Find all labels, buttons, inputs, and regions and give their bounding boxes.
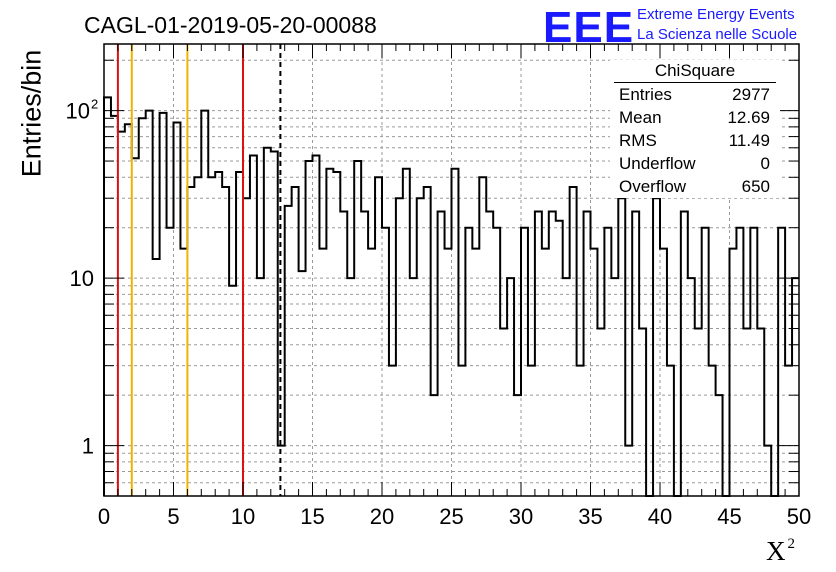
x-tick-label: 20 xyxy=(370,504,394,529)
stats-value: 11.49 xyxy=(728,131,770,150)
x-tick-label: 15 xyxy=(300,504,324,529)
y-tick-label: 10 xyxy=(70,266,94,291)
x-tick-label: 30 xyxy=(509,504,533,529)
stats-row-underflow: Underflow 0 xyxy=(610,152,780,175)
x-tick-label: 35 xyxy=(578,504,602,529)
stats-row-entries: Entries 2977 xyxy=(610,83,780,106)
x-axis-label-base: X xyxy=(766,536,786,566)
x-tick-label: 5 xyxy=(167,504,179,529)
stats-box: ChiSquare Entries 2977 Mean 12.69 RMS 11.49… xyxy=(610,60,780,198)
stats-value: 650 xyxy=(741,177,770,196)
chart-title: CAGL-01-2019-05-20-00088 xyxy=(84,12,377,38)
x-tick-label: 40 xyxy=(648,504,672,529)
stats-title: ChiSquare xyxy=(614,60,776,83)
x-tick-label: 45 xyxy=(717,504,741,529)
stats-label: Underflow xyxy=(619,154,696,173)
x-tick-label: 25 xyxy=(439,504,463,529)
stats-label: Mean xyxy=(619,108,662,127)
stats-value: 12.69 xyxy=(727,108,770,127)
y-tick-label: 10 xyxy=(66,99,90,124)
x-axis-label-superscript: 2 xyxy=(787,536,796,552)
x-tick-label: 50 xyxy=(787,504,811,529)
stats-row-rms: RMS 11.49 xyxy=(610,129,780,152)
y-tick-label: 1 xyxy=(82,434,94,459)
stats-value: 0 xyxy=(760,154,770,173)
logo-subtitle-line2: La Scienza nelle Scuole xyxy=(637,26,798,43)
stats-row-mean: Mean 12.69 xyxy=(610,106,780,129)
x-tick-label: 10 xyxy=(231,504,255,529)
histogram-series xyxy=(103,96,799,497)
stats-label: RMS xyxy=(619,131,657,150)
y-tick-label-exponent: 2 xyxy=(91,97,98,112)
logo-subtitle-line1: Extreme Energy Events xyxy=(637,6,795,23)
stats-label: Overflow xyxy=(619,177,687,196)
stats-value: 2977 xyxy=(732,85,770,104)
stats-row-overflow: Overflow 650 xyxy=(610,175,780,198)
x-tick-label: 0 xyxy=(98,504,110,529)
stats-label: Entries xyxy=(619,85,672,104)
